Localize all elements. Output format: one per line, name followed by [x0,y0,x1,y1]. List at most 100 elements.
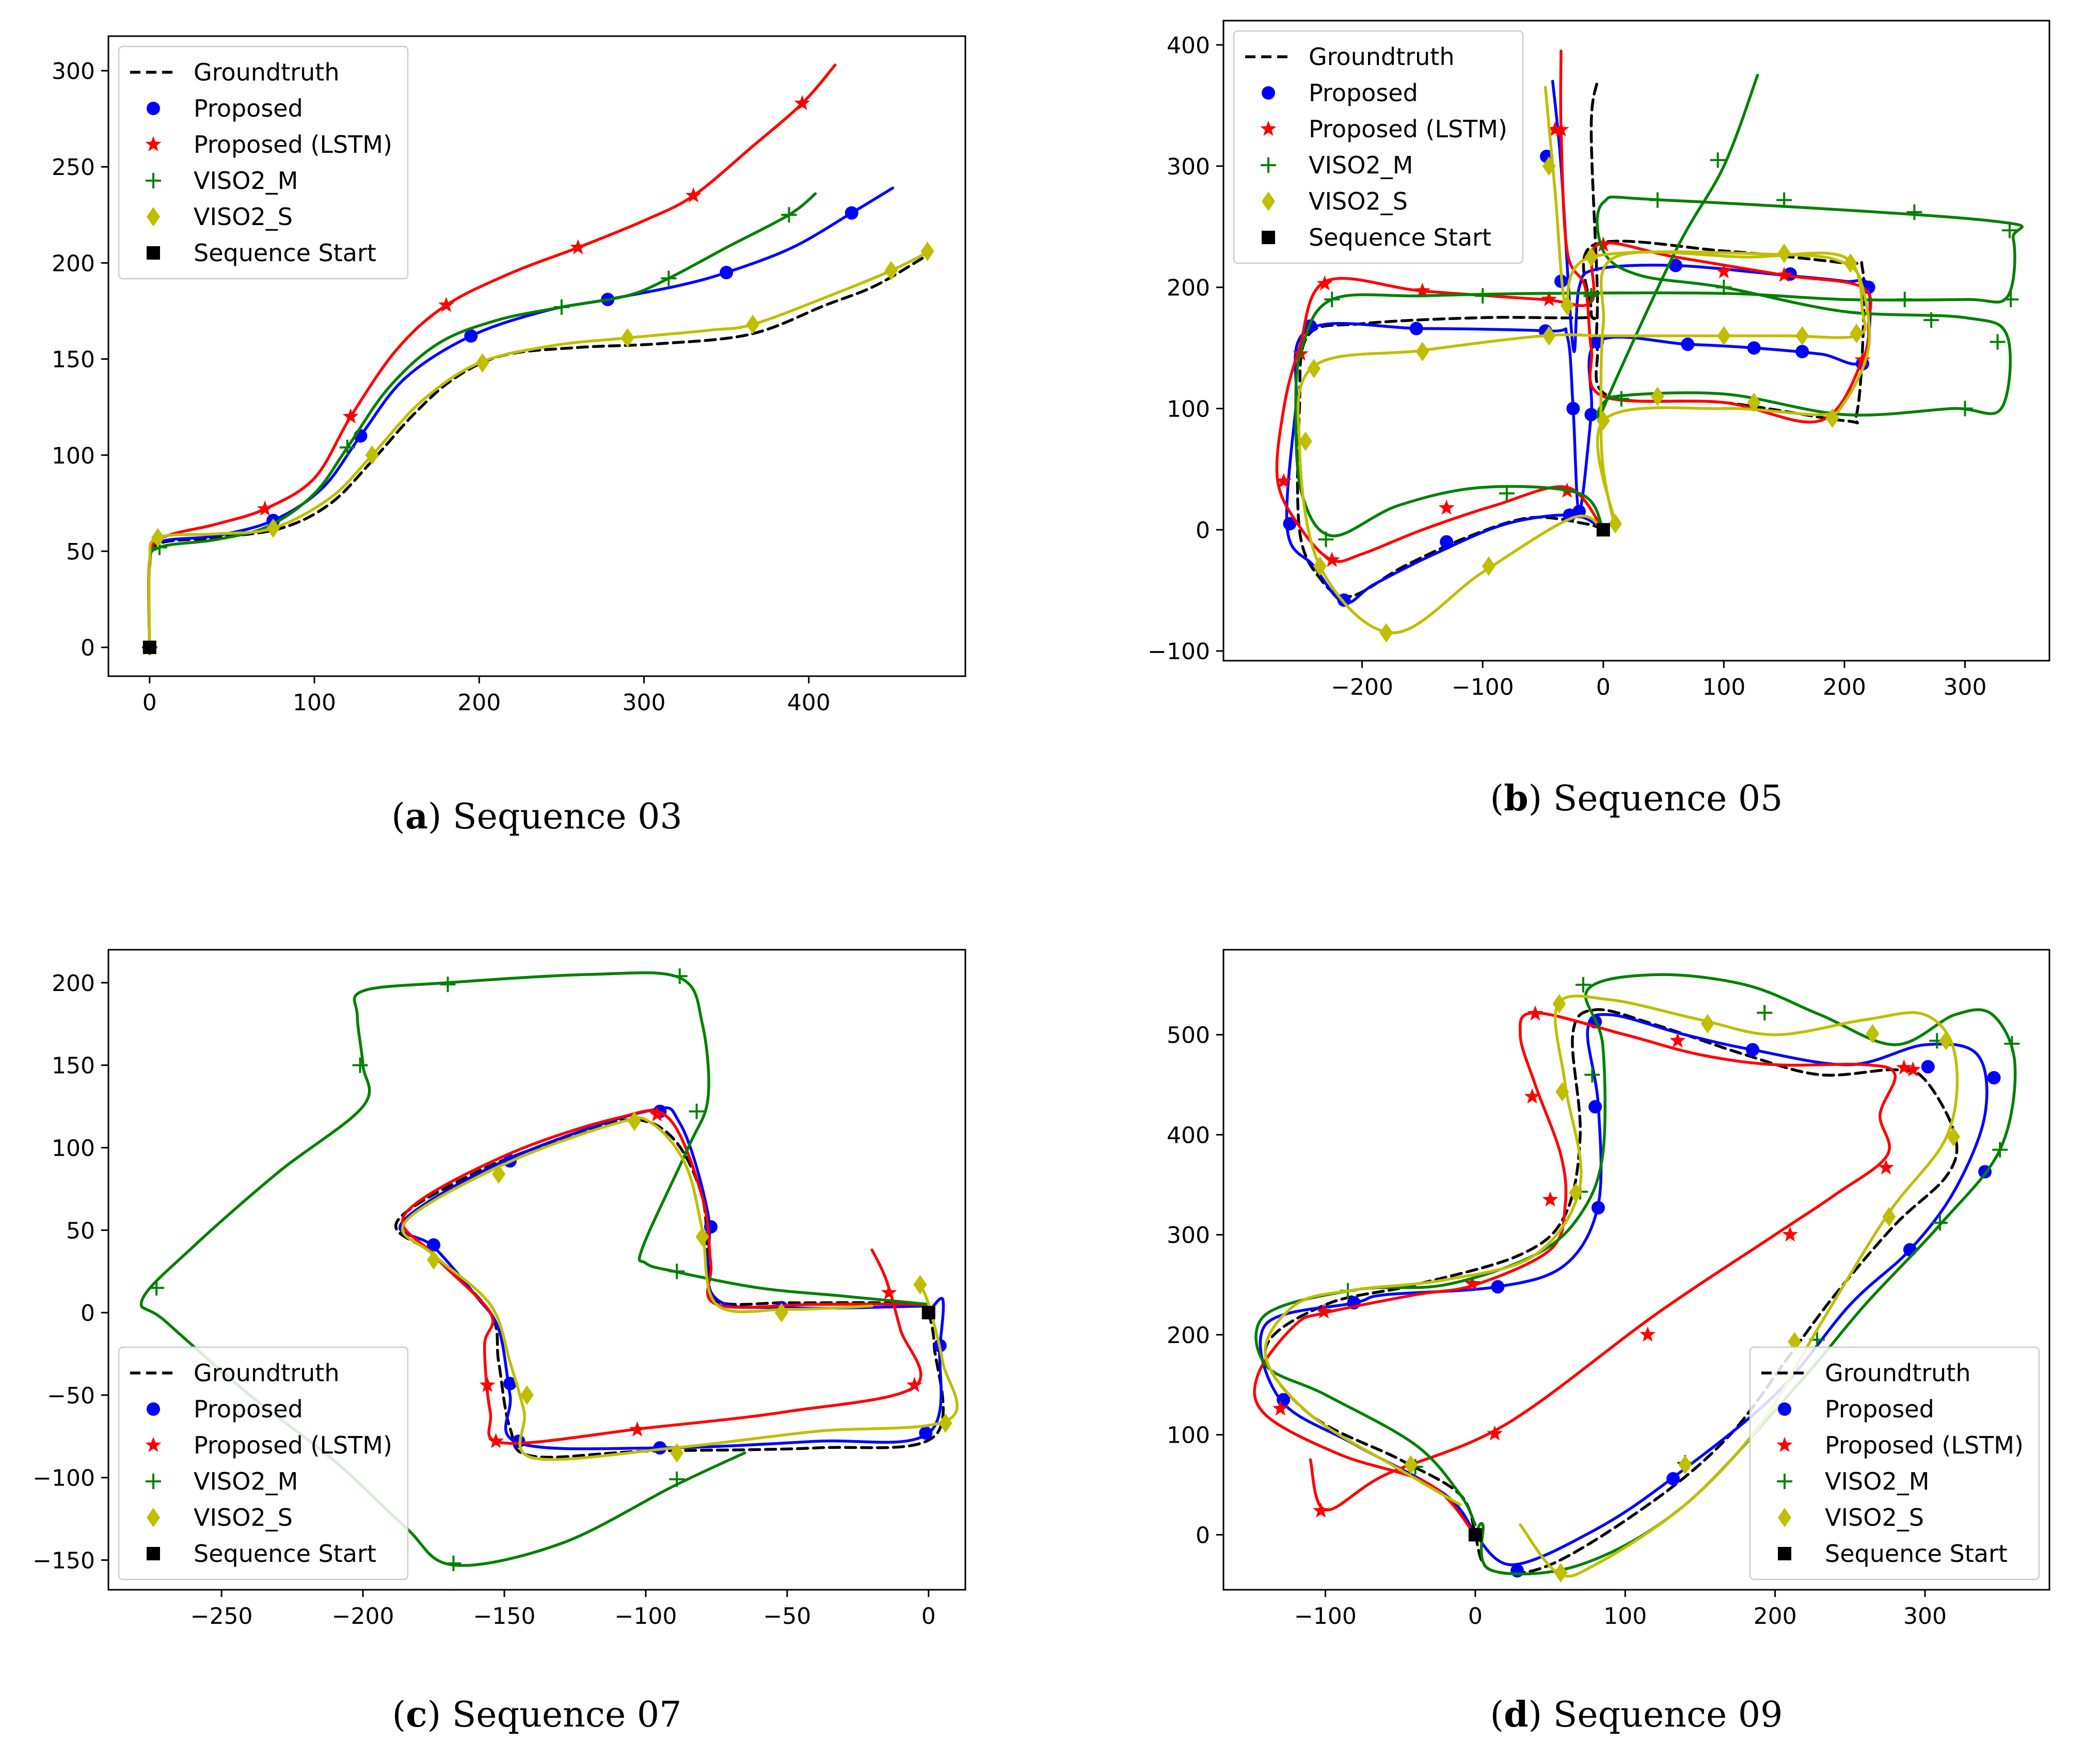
y-tick-label: 150 [52,347,95,373]
x-tick-label: 0 [921,1603,936,1630]
y-tick-label: 0 [1196,517,1210,544]
panel-caption: (d) Sequence 09 [1490,1694,1783,1735]
series-line-proposed-lstm- [401,1109,930,1445]
data-point [1283,517,1297,531]
x-tick-label: 300 [623,690,666,716]
legend-label: VISO2_S [194,203,293,231]
legend-item-viso2-m: VISO2_M [146,167,298,195]
legend-label: Groundtruth [194,1359,340,1387]
series-line-proposed [398,1106,945,1450]
data-point [1491,1280,1505,1293]
x-tick-label: −50 [763,1603,811,1630]
x-tick-label: 200 [1754,1603,1797,1630]
data-point [1681,338,1695,352]
legend-label: VISO2_M [1309,151,1413,179]
legend-item-viso2-m: VISO2_M [146,1467,298,1495]
legend-item-viso2-s: VISO2_S [1262,187,1408,215]
legend-marker [1778,1547,1791,1560]
x-tick-label: 200 [1823,674,1866,700]
legend-marker [1776,1436,1793,1452]
legend-item-viso2-s: VISO2_S [147,1504,293,1531]
data-point [661,270,677,286]
legend-label: Groundtruth [194,58,340,86]
data-point [2004,1036,2020,1052]
data-point [553,299,569,315]
data-point [1776,192,1792,208]
data-point [1438,499,1455,515]
y-tick-label: 300 [1167,1222,1210,1249]
y-tick-label: 500 [1167,1023,1210,1049]
x-tick-label: −200 [332,1603,394,1630]
data-point [149,1280,165,1296]
y-tick-label: 50 [66,1218,95,1244]
data-point [1747,341,1761,355]
data-point [1992,1142,2008,1158]
caption-letter: b [1504,778,1529,819]
data-point [695,1227,709,1247]
legend-item-proposed: Proposed [147,94,303,122]
data-point [151,528,165,548]
y-tick-label: 300 [52,58,95,85]
data-point [1415,342,1429,361]
data-point [774,1303,788,1322]
data-point [746,314,760,334]
data-point [920,242,934,261]
data-point [512,1434,526,1448]
sequence-start-marker [1468,1528,1482,1542]
data-point [1409,322,1423,336]
plot-area [1275,49,2024,643]
y-tick-label: 50 [66,539,95,565]
data-point [670,1443,684,1463]
legend-marker [1777,1474,1792,1489]
legend-item-proposed-lstm-: Proposed (LSTM) [1260,115,1507,143]
data-point [520,1385,534,1405]
data-point [649,1106,665,1122]
legend-item-proposed: Proposed [1778,1395,1934,1423]
plot-area [139,968,959,1571]
data-point [1553,121,1569,137]
legend-marker [147,1402,160,1416]
legend-item-viso2-m: VISO2_M [1261,151,1413,179]
x-tick-label: 100 [1603,1603,1647,1630]
x-tick-label: −200 [1331,674,1393,700]
data-point [352,1057,368,1073]
data-point [1854,352,1871,367]
series-line-proposed [1285,79,1872,604]
y-tick-label: 100 [52,1136,95,1162]
y-tick-label: 0 [1196,1522,1210,1548]
legend-item-viso2-m: VISO2_M [1777,1467,1929,1495]
panel-caption: (b) Sequence 05 [1490,778,1783,819]
data-point [1547,121,1563,137]
data-point [628,1111,642,1131]
legend-marker [1778,1508,1791,1527]
data-point [488,1433,504,1448]
legend-marker [147,246,160,260]
data-point [1324,551,1340,567]
data-point [1710,152,1726,168]
data-point [1475,288,1491,304]
data-point [1906,204,1922,220]
data-point [1482,556,1496,576]
caption-letter: d [1504,1694,1529,1735]
data-point [1850,324,1864,343]
legend-item-proposed: Proposed [1262,79,1418,107]
series-line-groundtruth [394,1118,945,1459]
data-point [919,1426,933,1440]
data-point [1464,1275,1481,1291]
legend-item-groundtruth: Groundtruth [130,1359,340,1387]
series-line-groundtruth [1264,1008,1959,1575]
data-point [1923,312,1939,328]
legend-label: Groundtruth [1309,43,1455,71]
data-point [1947,1127,1961,1147]
y-tick-label: 0 [81,635,95,661]
data-point [1569,1183,1583,1203]
data-point [1843,253,1857,273]
data-point [621,328,634,348]
data-point [1591,1201,1605,1215]
legend-item-proposed-lstm-: Proposed (LSTM) [1776,1431,2024,1459]
data-point [1666,1472,1680,1486]
data-point [1552,994,1566,1014]
data-point [1440,535,1454,549]
data-point [1313,1502,1329,1518]
